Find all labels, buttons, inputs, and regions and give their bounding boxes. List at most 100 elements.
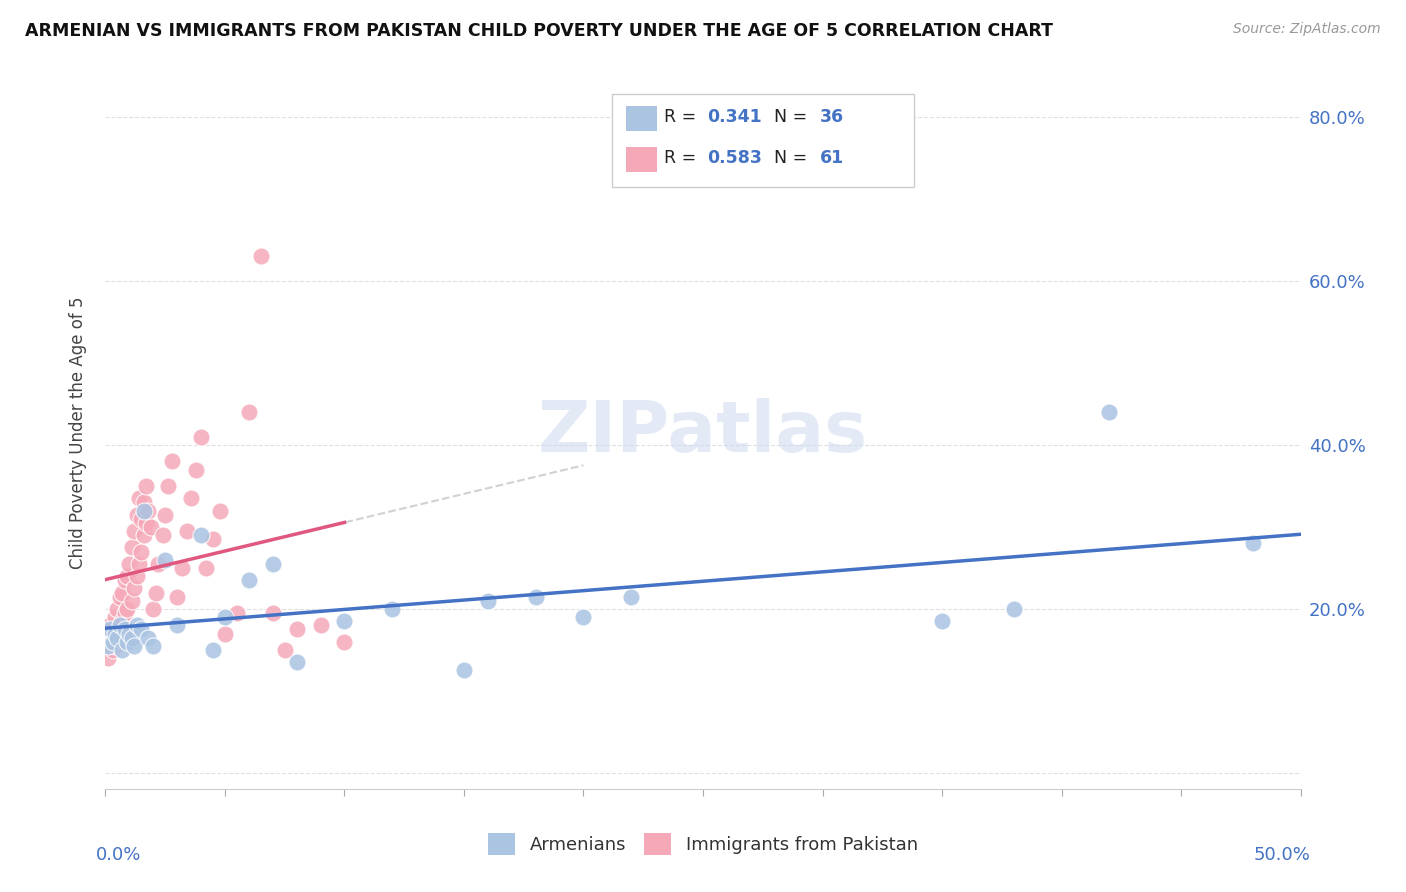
Point — [118, 631, 141, 645]
Point — [111, 585, 134, 599]
Point — [180, 491, 202, 506]
Point — [620, 590, 643, 604]
Point — [111, 614, 134, 628]
Point — [186, 462, 208, 476]
Point — [114, 623, 136, 637]
Point — [142, 639, 165, 653]
Point — [122, 524, 145, 538]
Point — [132, 503, 155, 517]
Point — [138, 631, 160, 645]
Point — [104, 626, 127, 640]
Point — [209, 503, 232, 517]
Point — [121, 631, 143, 645]
Point — [152, 528, 174, 542]
Point — [98, 634, 121, 648]
Point — [107, 631, 129, 645]
Point — [262, 557, 284, 571]
Point — [97, 639, 120, 653]
Point — [97, 623, 120, 637]
Point — [135, 479, 157, 493]
Text: R =: R = — [664, 108, 702, 126]
Point — [122, 582, 145, 596]
Point — [101, 626, 124, 640]
Point — [135, 516, 157, 530]
Point — [104, 610, 127, 624]
Point — [111, 643, 134, 657]
Point — [115, 602, 138, 616]
Point — [190, 430, 212, 444]
Point — [114, 574, 136, 588]
Legend: Armenians, Immigrants from Pakistan: Armenians, Immigrants from Pakistan — [481, 826, 925, 863]
Text: ZIPatlas: ZIPatlas — [538, 398, 868, 467]
Point — [128, 491, 150, 506]
Point — [381, 602, 404, 616]
Point — [142, 602, 165, 616]
Point — [166, 590, 188, 604]
Text: R =: R = — [664, 149, 702, 167]
Point — [139, 520, 162, 534]
Point — [238, 405, 260, 419]
Point — [108, 590, 131, 604]
Point — [190, 528, 212, 542]
Point — [125, 569, 148, 583]
Point — [138, 503, 160, 517]
Point — [121, 594, 143, 608]
Point — [1002, 602, 1025, 616]
Point — [285, 623, 308, 637]
Point — [129, 512, 153, 526]
Point — [108, 623, 131, 637]
Point — [202, 643, 225, 657]
Text: 0.0%: 0.0% — [96, 846, 141, 863]
Point — [477, 594, 499, 608]
Text: 36: 36 — [820, 108, 844, 126]
Point — [128, 557, 150, 571]
Text: ARMENIAN VS IMMIGRANTS FROM PAKISTAN CHILD POVERTY UNDER THE AGE OF 5 CORRELATIO: ARMENIAN VS IMMIGRANTS FROM PAKISTAN CHI… — [25, 22, 1053, 40]
Text: 61: 61 — [820, 149, 844, 167]
Point — [146, 557, 169, 571]
Text: Source: ZipAtlas.com: Source: ZipAtlas.com — [1233, 22, 1381, 37]
Point — [333, 614, 356, 628]
Point — [125, 618, 148, 632]
Text: 0.341: 0.341 — [707, 108, 762, 126]
Point — [104, 639, 127, 653]
Point — [101, 634, 124, 648]
Point — [129, 623, 153, 637]
Point — [115, 569, 138, 583]
Point — [166, 618, 188, 632]
Text: N =: N = — [763, 149, 813, 167]
Point — [115, 634, 138, 648]
Point — [214, 626, 236, 640]
Point — [97, 651, 120, 665]
Point — [572, 610, 595, 624]
Point — [202, 533, 225, 547]
Point — [107, 602, 129, 616]
Point — [194, 561, 217, 575]
Point — [453, 664, 475, 678]
Point — [1241, 536, 1264, 550]
Point — [524, 590, 547, 604]
Point — [225, 606, 249, 620]
Point — [162, 454, 184, 468]
Point — [262, 606, 284, 620]
Point — [98, 618, 121, 632]
Text: 50.0%: 50.0% — [1254, 846, 1310, 863]
Point — [129, 544, 153, 558]
Point — [250, 249, 273, 263]
Point — [1098, 405, 1121, 419]
Point — [176, 524, 198, 538]
Point — [214, 610, 236, 624]
Point — [114, 606, 136, 620]
Point — [98, 623, 121, 637]
Text: N =: N = — [763, 108, 813, 126]
Point — [118, 557, 141, 571]
Point — [153, 553, 177, 567]
Point — [153, 508, 177, 522]
Point — [170, 561, 193, 575]
Point — [107, 631, 129, 645]
Point — [285, 655, 308, 669]
Point — [125, 508, 148, 522]
Point — [333, 634, 356, 648]
Point — [145, 585, 167, 599]
Point — [118, 626, 141, 640]
Point — [238, 574, 260, 588]
